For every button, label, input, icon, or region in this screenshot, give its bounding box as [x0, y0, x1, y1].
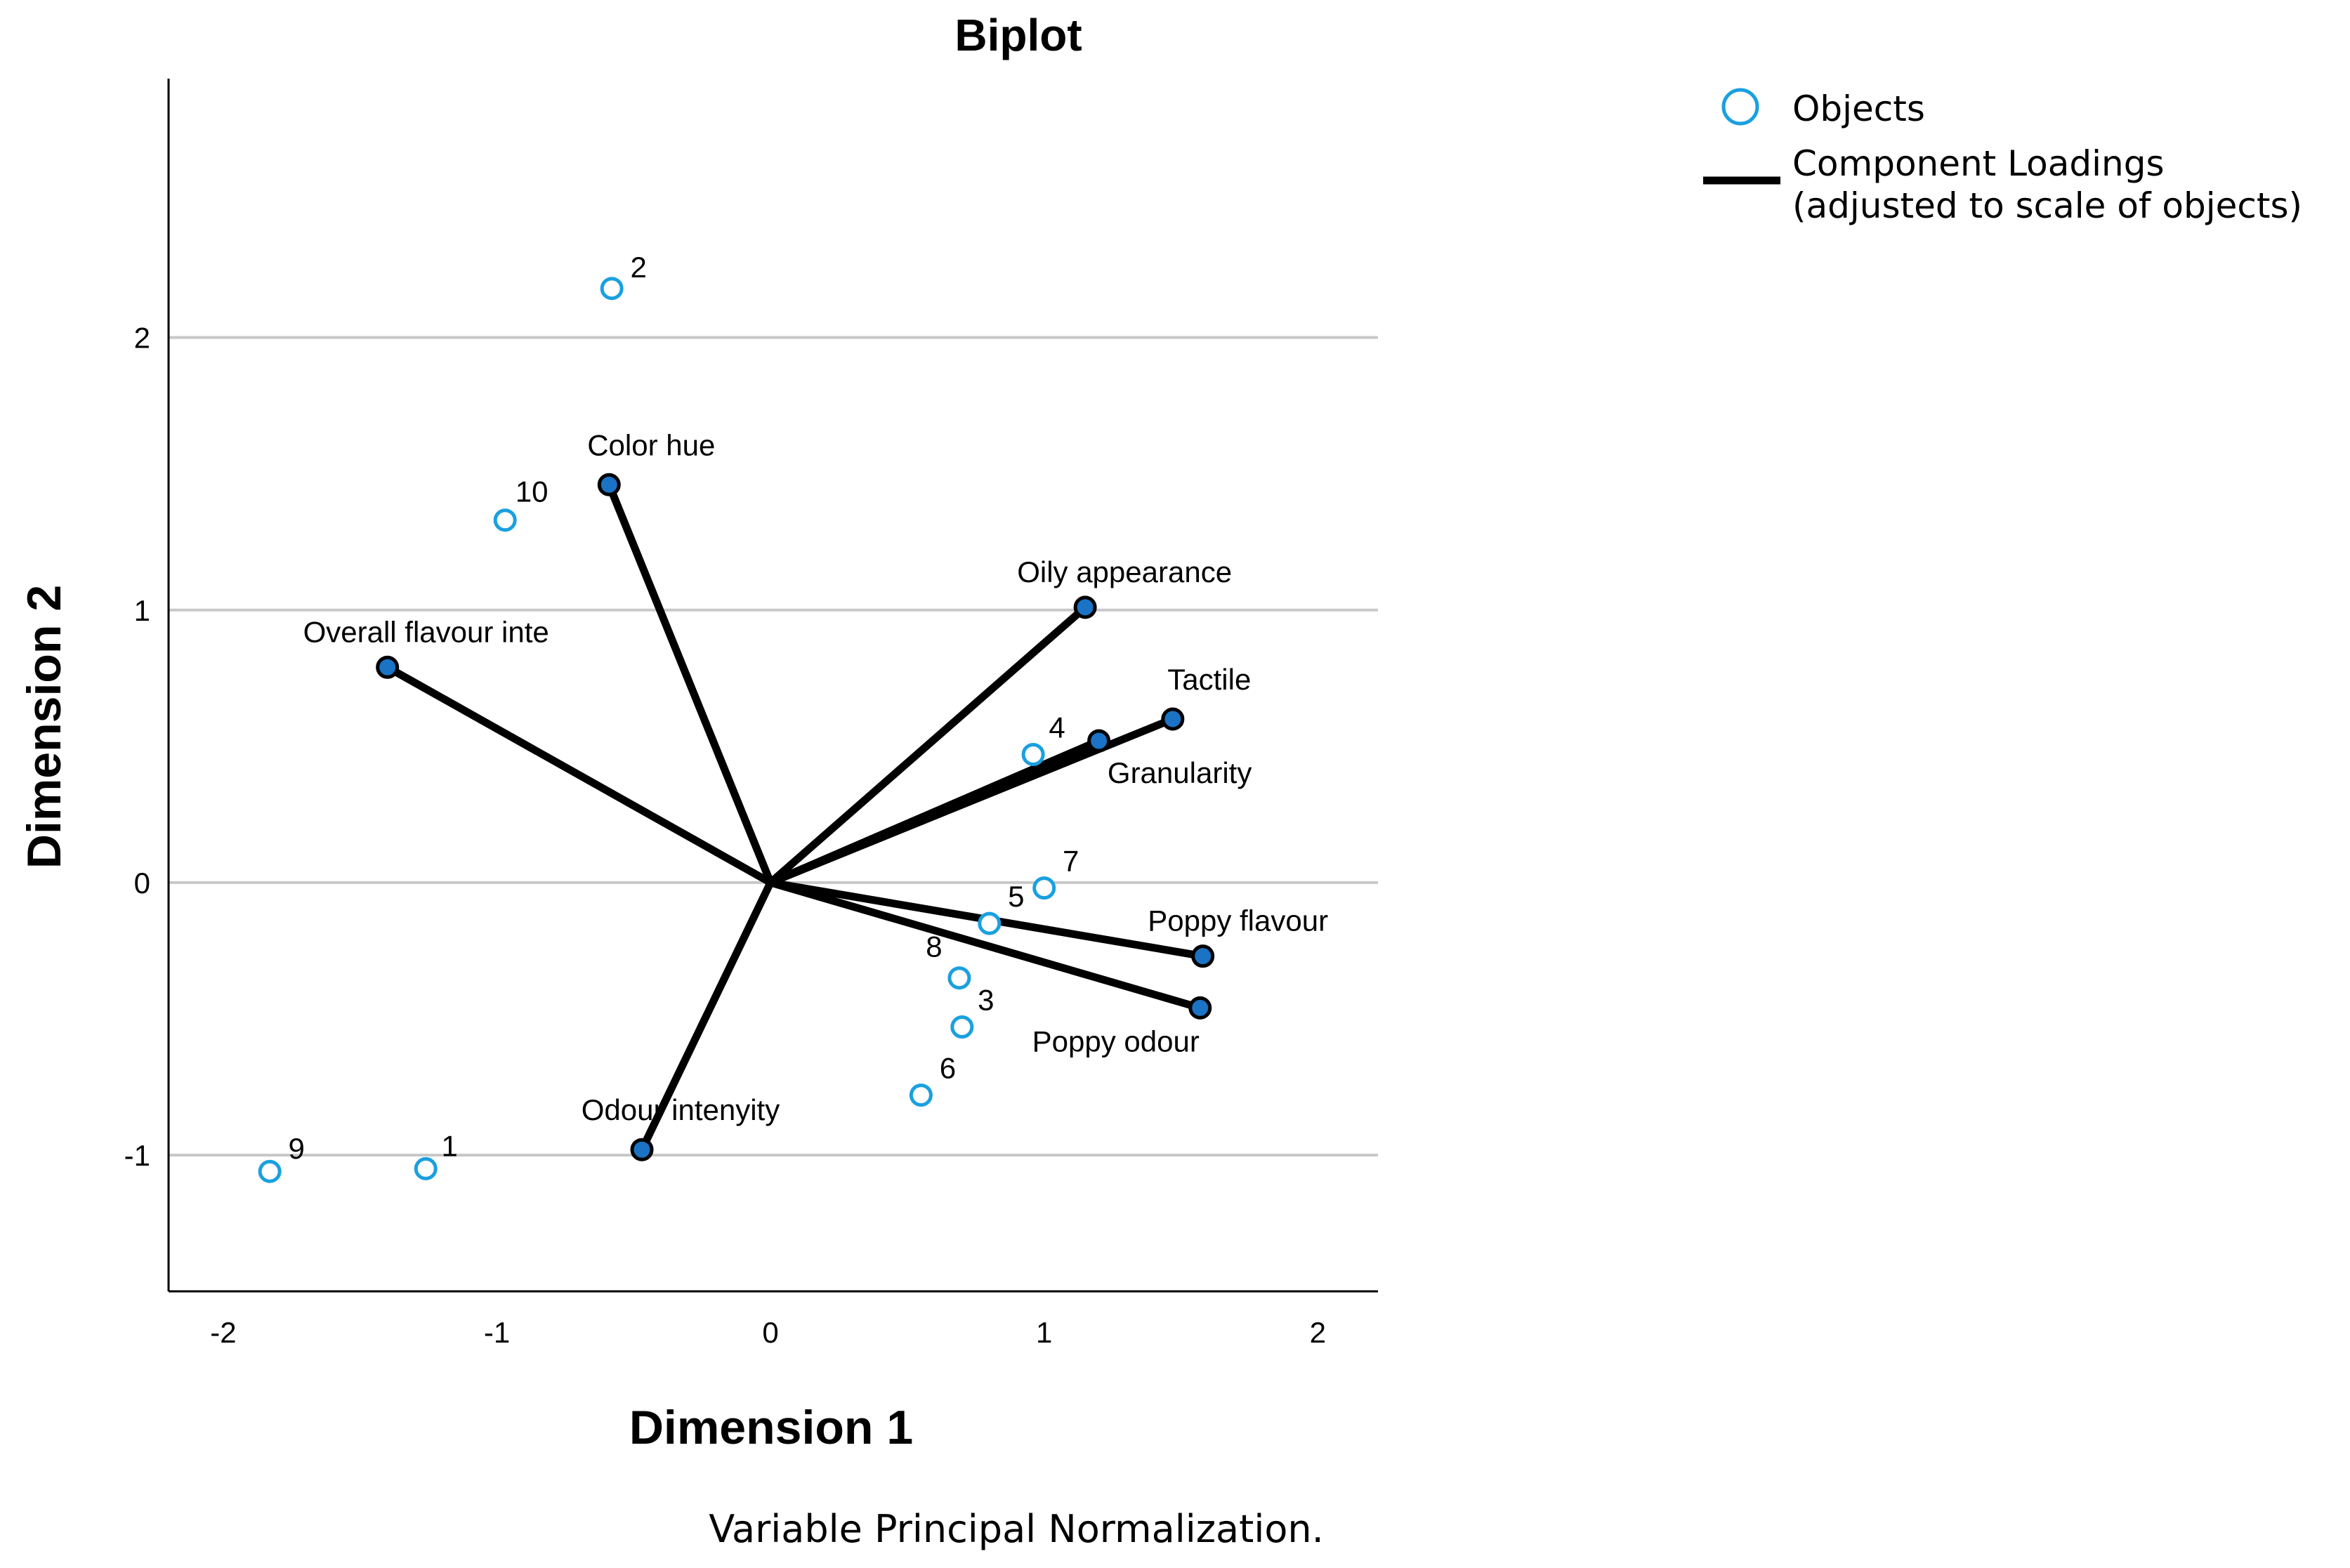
object-point-label: 8	[926, 930, 942, 963]
axes	[167, 79, 1378, 1293]
tick-labels: -1 0 1 2 -2 -1 0 1 2	[124, 322, 1326, 1349]
loading-marker	[1073, 595, 1097, 619]
loading-marker	[1087, 729, 1111, 753]
object-point	[600, 277, 624, 301]
x-tick-label: -2	[210, 1316, 236, 1349]
object-point-label: 3	[978, 984, 994, 1017]
loading-label: Color hue	[587, 428, 715, 461]
loading-marker	[630, 1138, 654, 1161]
object-point	[950, 1015, 974, 1039]
loading-label: Tactile	[1167, 663, 1251, 696]
object-point-label: 4	[1049, 711, 1065, 744]
loading-marker	[1161, 707, 1185, 731]
loading-vector	[605, 480, 775, 887]
object-point-label: 5	[1008, 880, 1024, 913]
loading-vector	[766, 878, 1204, 1012]
object-point	[1032, 876, 1056, 900]
loading-vector	[638, 878, 775, 1154]
x-tick-label: -1	[484, 1316, 510, 1349]
y-tick-label: -1	[124, 1139, 150, 1172]
object-point-label: 7	[1063, 845, 1079, 878]
loading-marker	[1191, 944, 1215, 968]
x-tick-label: 2	[1310, 1316, 1326, 1349]
y-tick-label: 2	[134, 322, 150, 355]
object-point	[493, 508, 517, 532]
y-tick-label: 0	[134, 867, 150, 900]
x-tick-label: 0	[762, 1316, 778, 1349]
object-point	[978, 911, 1002, 935]
loading-label: Poppy odour	[1032, 1025, 1200, 1058]
object-point	[947, 966, 971, 990]
footnote: Variable Principal Normalization.	[709, 1507, 1324, 1551]
loading-vector	[383, 663, 775, 887]
component-loadings: Color hue Oily appearance Overall flavour …	[303, 428, 1328, 1161]
chart-title: Biplot	[954, 10, 1082, 60]
object-point-label: 9	[288, 1132, 304, 1165]
loading-label: Overall flavour inte	[303, 615, 549, 648]
loading-label: Oily appearance	[1017, 555, 1232, 588]
loading-vector	[766, 603, 1089, 887]
loading-label: Odour intenyity	[582, 1093, 780, 1126]
legend-objects-marker	[1721, 88, 1759, 126]
y-tick-label: 1	[134, 594, 150, 627]
legend-loadings-label: Component Loadings	[1792, 143, 2165, 184]
object-point-label: 2	[630, 251, 646, 284]
objects: 1 2 3 4 5 6 7 8 9 10	[258, 251, 1079, 1183]
object-point-label: 6	[940, 1052, 956, 1085]
object-point-label: 10	[516, 475, 549, 508]
y-axis-title: Dimension 2	[18, 585, 71, 869]
object-point-label: 1	[442, 1129, 458, 1162]
legend-objects-label: Objects	[1792, 88, 1925, 129]
loading-label: Poppy flavour	[1148, 904, 1328, 937]
object-point	[258, 1159, 282, 1183]
object-point	[1021, 742, 1045, 766]
loading-marker	[597, 473, 621, 496]
loading-label: Granularity	[1108, 756, 1252, 789]
x-tick-label: 1	[1036, 1316, 1052, 1349]
legend: Objects Component Loadings (adjusted to …	[1703, 88, 2302, 226]
x-axis-title: Dimension 1	[629, 1401, 913, 1454]
legend-loadings-sublabel: (adjusted to scale of objects)	[1792, 185, 2302, 226]
gridlines	[169, 336, 1378, 1157]
object-point	[909, 1083, 933, 1107]
loading-marker	[376, 655, 400, 679]
object-point	[414, 1157, 438, 1180]
loading-vector	[766, 737, 1103, 887]
loading-marker	[1188, 996, 1212, 1020]
